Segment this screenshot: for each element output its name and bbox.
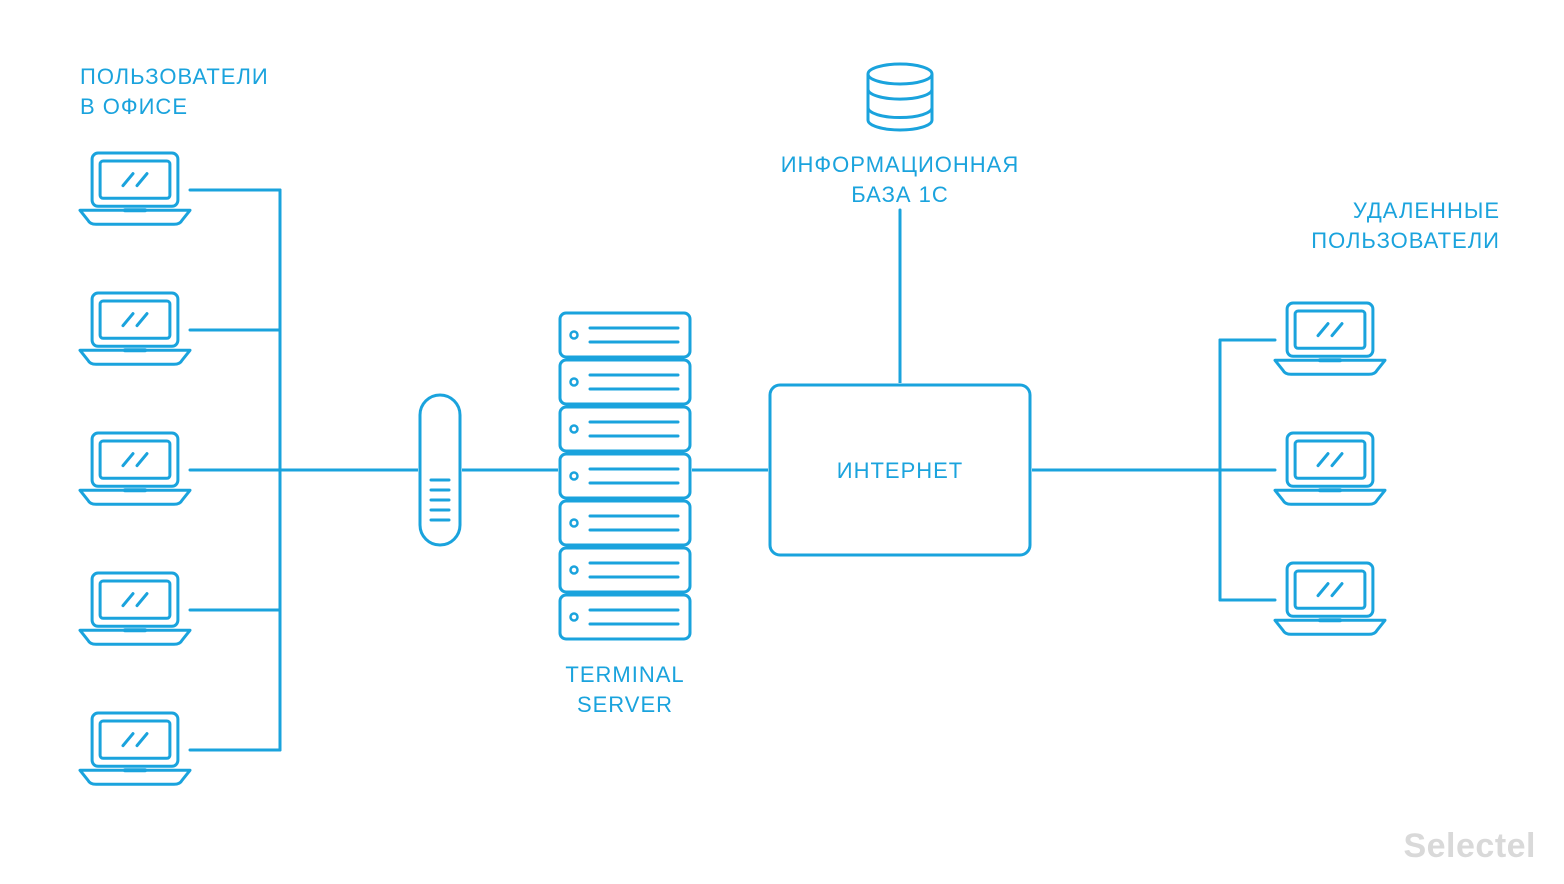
watermark: Selectel	[1403, 827, 1536, 866]
label-internet: ИНТЕРНЕТ	[770, 456, 1030, 486]
label-remote-users: УДАЛЕННЫЕ ПОЛЬЗОВАТЕЛИ	[1230, 196, 1500, 255]
label-terminal-server: TERMINAL SERVER	[520, 660, 730, 719]
network-diagram	[0, 0, 1564, 884]
label-database: ИНФОРМАЦИОННАЯ БАЗА 1С	[760, 150, 1040, 209]
label-office-users: ПОЛЬЗОВАТЕЛИ В ОФИСЕ	[80, 62, 269, 121]
